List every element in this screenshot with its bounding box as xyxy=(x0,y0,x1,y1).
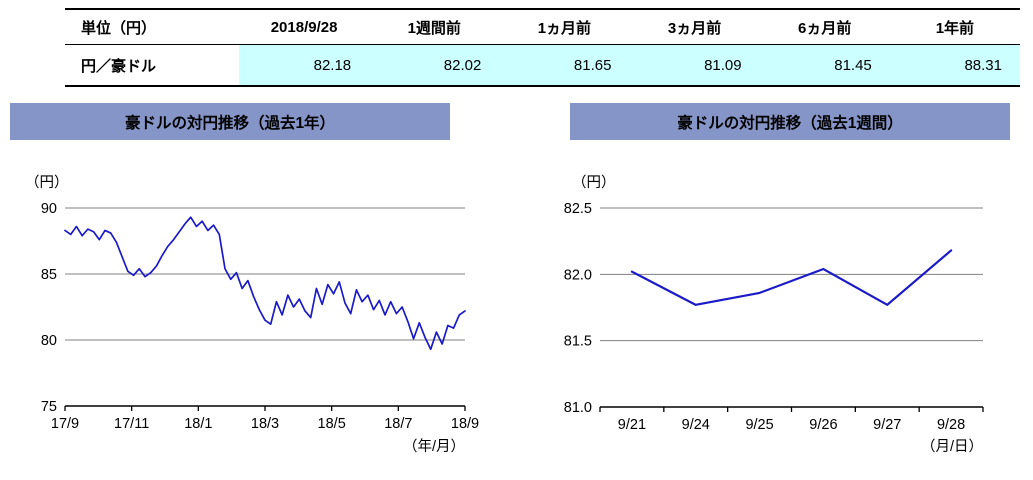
rate-row: 円／豪ドル 82.18 82.02 81.65 81.09 81.45 88.31 xyxy=(65,44,1020,86)
week-line-chart: 81.0 81.5 82.0 82.5 9/21 9/24 9/25 9/26 9/27 9/28… xyxy=(558,160,1028,475)
y-axis-unit: （円） xyxy=(25,174,69,191)
y-tick-label: 82.5 xyxy=(564,201,592,217)
rate-value-cell: 82.18 xyxy=(239,44,370,86)
price-line xyxy=(64,216,466,351)
x-axis-unit: （年/月） xyxy=(403,438,465,455)
x-tick-label: 9/25 xyxy=(745,417,773,433)
rate-table-body: 円／豪ドル 82.18 82.02 81.65 81.09 81.45 88.31 xyxy=(65,44,1020,86)
rate-value-cell: 88.31 xyxy=(889,44,1020,86)
unit-header-cell: 単位（円） xyxy=(81,19,157,37)
rate-table-header: 単位（円） 2018/9/28 1週間前 1ヵ月前 3ヵ月前 6ヵ月前 1年前 xyxy=(65,9,1020,45)
y-tick-label: 80 xyxy=(41,333,57,349)
x-tick-label: 9/21 xyxy=(618,417,646,433)
price-line xyxy=(630,249,953,306)
x-axis-unit: （月/日） xyxy=(921,438,983,455)
period-header-cell: 3ヵ月前 xyxy=(667,19,722,37)
year-chart-title-bar: 豪ドルの対円推移（過去1年） xyxy=(10,103,450,140)
period-header-cell: 6ヵ月前 xyxy=(798,19,852,37)
y-tick-label: 75 xyxy=(41,399,57,415)
week-chart-title-bar: 豪ドルの対円推移（過去1週間） xyxy=(570,103,1010,140)
currency-pair-label: 円／豪ドル xyxy=(65,44,239,86)
y-axis-unit: （円） xyxy=(572,174,616,191)
period-header-cell: 1年前 xyxy=(935,19,975,37)
x-tick-label: 18/7 xyxy=(384,416,412,432)
rate-value-cell: 81.65 xyxy=(499,44,630,86)
x-tick-label: 9/27 xyxy=(873,417,901,433)
y-tick-label: 81.5 xyxy=(564,334,592,350)
rate-table: 単位（円） 2018/9/28 1週間前 1ヵ月前 3ヵ月前 6ヵ月前 1年前 円／豪ドル 8… xyxy=(65,8,1020,87)
period-header-cell: 1週間前 xyxy=(407,19,461,37)
rate-table-header-row: 単位（円） 2018/9/28 1週間前 1ヵ月前 3ヵ月前 6ヵ月前 1年前 xyxy=(65,9,1020,45)
y-tick-label: 82.0 xyxy=(564,267,592,283)
x-tick-label: 9/26 xyxy=(809,417,837,433)
rate-value-cell: 82.02 xyxy=(369,44,500,86)
x-tick-label: 17/9 xyxy=(51,416,79,432)
y-tick-label: 81.0 xyxy=(564,400,592,416)
rate-value-cell: 81.09 xyxy=(629,44,760,86)
x-tick-label: 17/11 xyxy=(114,416,149,432)
x-tick-label: 18/3 xyxy=(251,416,279,432)
x-tick-label: 18/1 xyxy=(184,416,212,432)
y-tick-label: 90 xyxy=(41,201,57,217)
period-header-cell: 1ヵ月前 xyxy=(537,19,592,37)
x-tick-label: 9/24 xyxy=(682,417,710,433)
y-tick-label: 85 xyxy=(41,267,57,283)
x-tick-label: 18/5 xyxy=(318,416,346,432)
period-header-cell: 2018/9/28 xyxy=(270,18,338,36)
week-chart-title: 豪ドルの対円推移（過去1週間） xyxy=(677,114,903,132)
x-tick-label: 18/9 xyxy=(451,416,479,432)
rate-value-cell: 81.45 xyxy=(759,44,890,86)
year-line-chart: 75 80 85 90 17/9 17/11 18/1 18/3 18/5 18/7 18/9 （円）… xyxy=(13,160,518,475)
x-tick-label: 9/28 xyxy=(937,417,965,433)
year-chart-title: 豪ドルの対円推移（過去1年） xyxy=(124,114,336,132)
